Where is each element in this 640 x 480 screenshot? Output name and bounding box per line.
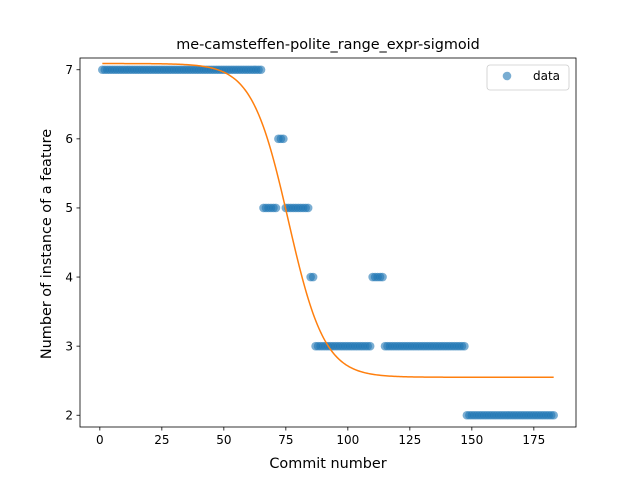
y-tick-label: 2 (65, 409, 73, 423)
data-point (309, 273, 318, 282)
legend-label: data (533, 69, 560, 83)
legend-marker (503, 72, 512, 81)
x-tick-label: 25 (154, 433, 169, 447)
data-point (272, 204, 281, 213)
x-tick-label: 125 (398, 433, 421, 447)
x-tick-label: 150 (460, 433, 483, 447)
data-point (279, 135, 288, 144)
data-point (257, 65, 266, 74)
y-axis-label: Number of instance of a feature (39, 129, 55, 359)
x-tick-label: 0 (96, 433, 104, 447)
x-tick-label: 100 (336, 433, 359, 447)
y-tick-label: 5 (65, 201, 73, 215)
chart-title: me-camsteffen-polite_range_expr-sigmoid (176, 37, 480, 53)
legend: data (487, 65, 569, 90)
x-axis-label: Commit number (269, 456, 386, 472)
data-point (549, 411, 558, 420)
data-point (304, 204, 313, 213)
y-tick-label: 6 (65, 132, 73, 146)
data-point (460, 342, 469, 351)
y-tick-label: 7 (65, 63, 73, 77)
data-point (378, 273, 387, 282)
x-tick-label: 175 (522, 433, 545, 447)
y-tick-label: 4 (65, 270, 73, 284)
x-tick-label: 75 (278, 433, 293, 447)
x-tick-label: 50 (216, 433, 231, 447)
y-tick-label: 3 (65, 339, 73, 353)
data-point (366, 342, 375, 351)
